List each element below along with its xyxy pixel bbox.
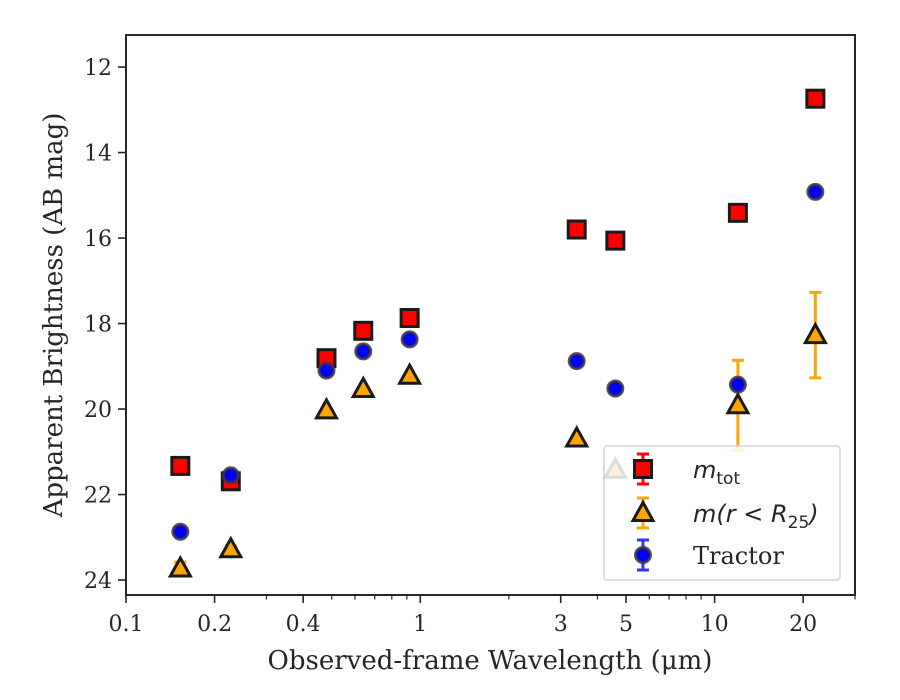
data-point-triangle bbox=[802, 321, 828, 345]
data-point-circle bbox=[567, 352, 586, 371]
data-point-square bbox=[170, 455, 191, 476]
data-point-triangle bbox=[725, 391, 751, 415]
x-tick-label: 0.2 bbox=[197, 612, 232, 637]
data-point-triangle bbox=[218, 535, 244, 559]
y-axis-title: Apparent Brightness (AB mag) bbox=[39, 113, 69, 519]
y-tick-label: 12 bbox=[84, 56, 112, 81]
data-point-square bbox=[566, 219, 587, 240]
data-marks bbox=[167, 88, 828, 578]
series-square bbox=[170, 88, 826, 492]
legend-label: Tractor bbox=[693, 542, 784, 570]
legend-entry: mtot bbox=[633, 452, 740, 489]
plot-frame bbox=[125, 34, 856, 596]
legend-box bbox=[603, 445, 841, 581]
y-tick-label: 22 bbox=[84, 484, 112, 509]
x-tick-label: 5 bbox=[619, 612, 633, 637]
axes: 0.1 0.2 0.4 1 3 5 10 20 12 14 16 18 20 22 24 bbox=[84, 34, 856, 637]
x-tick-label: 0.1 bbox=[109, 612, 144, 637]
data-point-circle bbox=[171, 522, 190, 541]
data-point-square bbox=[353, 320, 374, 341]
legend-marker-circle bbox=[634, 546, 652, 564]
x-tick-label: 1 bbox=[413, 612, 427, 637]
data-point-circle bbox=[317, 361, 336, 380]
data-point-circle bbox=[221, 466, 240, 485]
data-point-triangle bbox=[564, 424, 590, 448]
legend-entry: Tractor bbox=[634, 538, 784, 572]
x-tick-label: 0.4 bbox=[286, 612, 321, 637]
legend-entry: m(r < R25) bbox=[630, 496, 819, 533]
y-tick-label: 16 bbox=[84, 227, 112, 252]
y-tick-label: 24 bbox=[84, 569, 112, 594]
data-point-triangle bbox=[313, 396, 340, 420]
data-point-square bbox=[727, 202, 748, 223]
y-tick-label: 14 bbox=[84, 142, 112, 167]
legend-label: m(r < R25) bbox=[693, 500, 819, 533]
x-axis-title: Observed-frame Wavelength (μm) bbox=[268, 646, 713, 676]
data-point-circle bbox=[806, 182, 825, 201]
data-point-square bbox=[605, 230, 626, 251]
data-point-square bbox=[805, 88, 826, 109]
legend: mtot m(r < R25) Tractor bbox=[603, 445, 841, 581]
legend-label: mtot bbox=[693, 456, 740, 489]
data-point-square bbox=[399, 307, 420, 328]
x-tick-label: 10 bbox=[701, 612, 729, 637]
legend-marker-square bbox=[633, 459, 653, 479]
data-point-triangle bbox=[167, 554, 193, 578]
y-tick-label: 20 bbox=[84, 398, 112, 423]
data-point-circle bbox=[400, 330, 419, 349]
y-tick-label: 18 bbox=[84, 313, 112, 338]
x-tick-label: 3 bbox=[554, 612, 568, 637]
data-point-circle bbox=[354, 342, 373, 361]
data-point-circle bbox=[728, 375, 747, 394]
data-point-triangle bbox=[350, 375, 376, 398]
series-circle bbox=[171, 182, 825, 541]
data-point-circle bbox=[606, 379, 625, 398]
legend-marker-triangle bbox=[630, 499, 656, 522]
data-point-triangle bbox=[397, 362, 423, 385]
x-tick-label: 20 bbox=[789, 612, 817, 637]
